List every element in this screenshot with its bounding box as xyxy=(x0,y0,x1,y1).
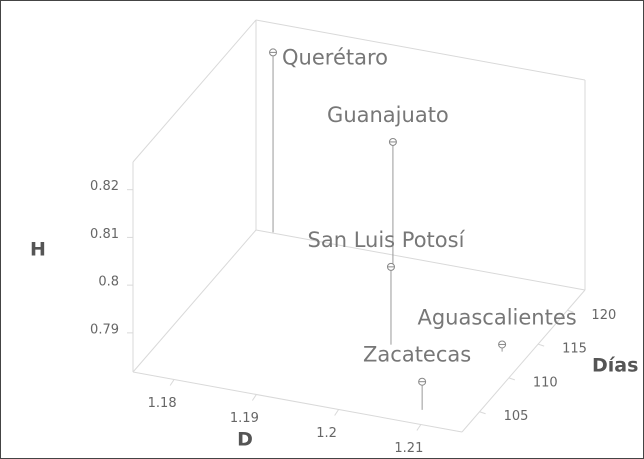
box-edge xyxy=(255,229,586,291)
y-axis-title: Días xyxy=(592,355,638,377)
y-tick-label: 115 xyxy=(562,342,587,357)
z-tick-label: 0.8 xyxy=(98,275,119,290)
point-label: San Luis Potosí xyxy=(308,228,466,252)
point-label: Zacatecas xyxy=(363,343,471,367)
box-edge xyxy=(461,289,586,433)
z-axis-title: H xyxy=(30,239,46,261)
y-tick-label: 105 xyxy=(504,409,529,424)
box-edge xyxy=(255,19,586,81)
z-tick-label: 0.79 xyxy=(90,322,119,337)
x-axis-title: D xyxy=(237,429,253,451)
x-tick-label: 1.21 xyxy=(394,441,423,456)
point-label: Aguascalientes xyxy=(417,305,576,329)
plot: 1.18 1.19 1.2 1.21 105 110 115 120 0.79 0.8 0.81 0.… xyxy=(30,19,638,456)
z-tick-label: 0.81 xyxy=(90,227,119,242)
x-tick-label: 1.19 xyxy=(230,411,259,426)
y-tick xyxy=(508,377,516,381)
y-tick-label: 120 xyxy=(591,308,616,323)
y-tick xyxy=(537,343,545,347)
x-tick xyxy=(334,409,340,416)
y-tick-label: 110 xyxy=(533,375,558,390)
x-tick-label: 1.2 xyxy=(316,426,337,441)
box-edge xyxy=(132,19,257,163)
x-tick xyxy=(169,379,175,386)
box-edge xyxy=(132,371,463,433)
x-tick xyxy=(251,394,257,401)
point-label: Guanajuato xyxy=(327,103,449,127)
z-tick-label: 0.82 xyxy=(90,179,119,194)
x-tick-label: 1.18 xyxy=(148,396,177,411)
y-tick xyxy=(479,411,486,415)
x-tick xyxy=(416,424,422,431)
point-label: Querétaro xyxy=(282,45,388,69)
box-edge xyxy=(132,229,257,373)
y-tick xyxy=(567,309,574,313)
